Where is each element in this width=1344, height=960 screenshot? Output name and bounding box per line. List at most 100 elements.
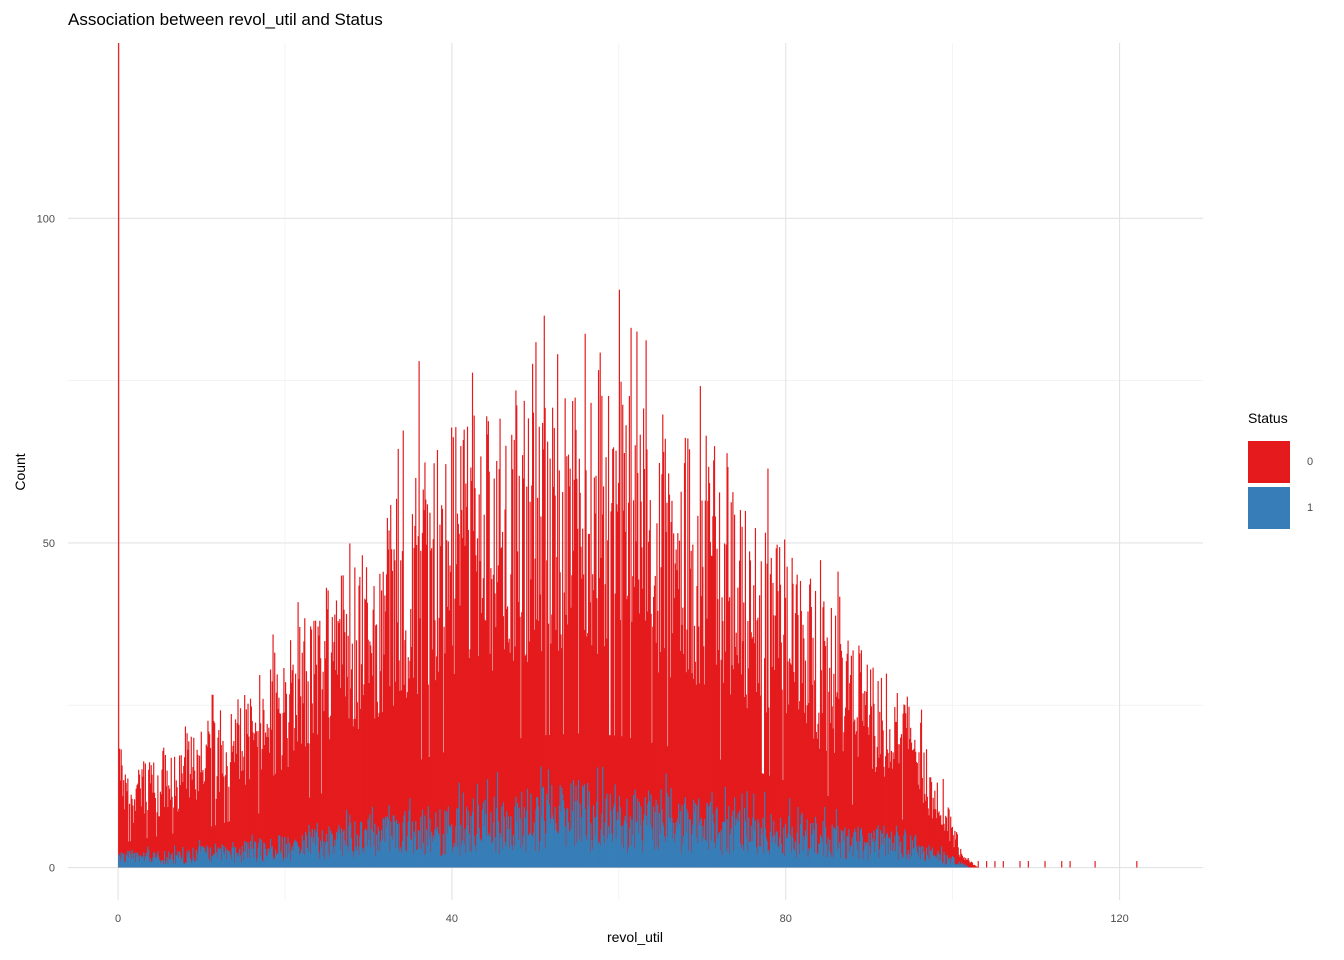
bar-status-0 (552, 407, 554, 868)
bar-status-1 (398, 823, 400, 868)
bar-status-1 (623, 820, 626, 868)
bar-status-1 (711, 792, 713, 868)
bar-status-0 (757, 617, 759, 868)
bar-status-1 (449, 826, 451, 868)
bar-status-1 (830, 856, 832, 868)
bar-status-0 (399, 690, 401, 868)
bar-status-0 (626, 599, 628, 868)
bar-status-0 (303, 641, 305, 868)
bar-status-1 (592, 805, 595, 868)
bar-status-0 (306, 743, 308, 868)
bar-status-1 (280, 851, 282, 868)
bar-status-0 (617, 511, 619, 868)
bar-status-0 (940, 824, 943, 868)
bar-status-0 (606, 638, 608, 868)
bar-status-1 (221, 844, 223, 868)
bar-status-1 (484, 799, 486, 868)
bar-status-1 (413, 831, 415, 868)
bar-status-1 (931, 847, 933, 868)
bar-status-0 (221, 773, 223, 868)
bar-status-1 (354, 821, 356, 868)
bar-status-0 (149, 783, 151, 868)
bar-status-1 (544, 848, 546, 868)
bar-status-0 (691, 673, 693, 868)
bar-status-0 (270, 729, 272, 868)
bar-status-1 (385, 826, 388, 868)
bar-status-0 (570, 607, 572, 868)
bar-status-1 (862, 859, 864, 868)
bar-status-0 (1044, 861, 1046, 868)
bar-status-1 (254, 841, 256, 868)
bar-status-1 (405, 852, 408, 868)
bar-status-1 (311, 828, 313, 868)
bar-status-1 (219, 848, 222, 868)
bar-status-0 (527, 418, 530, 868)
bar-status-0 (330, 652, 333, 868)
bar-status-0 (621, 736, 623, 868)
bar-status-0 (379, 573, 381, 868)
bar-status-0 (307, 681, 309, 868)
bar-status-1 (262, 861, 264, 868)
bar-status-1 (219, 848, 221, 868)
bar-status-0 (373, 586, 375, 868)
bar-status-1 (244, 841, 246, 868)
bar-status-1 (856, 849, 858, 868)
bar-status-0 (520, 738, 522, 868)
bar-status-0 (582, 574, 585, 868)
bar-status-1 (634, 789, 636, 868)
bar-status-0 (994, 861, 996, 868)
bar-status-0 (315, 620, 317, 868)
bar-status-0 (566, 456, 568, 868)
bar-status-0 (561, 648, 563, 868)
bar-status-1 (682, 844, 684, 868)
bar-status-1 (865, 845, 867, 868)
bar-status-0 (854, 734, 857, 868)
bar-status-0 (367, 639, 369, 868)
bar-status-1 (486, 836, 488, 868)
bar-status-0 (255, 731, 257, 868)
bar-status-1 (663, 826, 665, 868)
bar-status-1 (327, 853, 329, 868)
bar-status-1 (688, 850, 690, 868)
bar-status-1 (532, 832, 535, 868)
bar-status-0 (509, 652, 511, 868)
bar-status-0 (971, 862, 974, 868)
bar-status-1 (712, 813, 714, 868)
bar-status-0 (249, 698, 252, 868)
bar-status-0 (362, 695, 364, 868)
bar-status-0 (148, 762, 151, 868)
bar-status-0 (804, 712, 806, 868)
bar-status-1 (326, 841, 328, 868)
bar-status-1 (834, 828, 836, 868)
bar-status-0 (152, 792, 154, 868)
bar-status-1 (274, 849, 277, 868)
bar-status-0 (915, 751, 917, 868)
bar-status-0 (172, 833, 174, 868)
bar-status-1 (806, 819, 808, 868)
bar-status-1 (594, 835, 596, 868)
bar-status-1 (800, 815, 802, 868)
bar-status-1 (782, 852, 784, 868)
bar-status-1 (727, 848, 729, 868)
bar-status-1 (716, 807, 718, 868)
bar-status-1 (204, 848, 206, 868)
bar-status-0 (277, 709, 279, 868)
bar-status-0 (954, 830, 956, 868)
bar-status-1 (307, 851, 309, 868)
bar-status-0 (747, 620, 749, 868)
bar-status-0 (252, 732, 254, 868)
bar-status-1 (279, 835, 281, 868)
bar-status-1 (753, 793, 755, 868)
bar-status-0 (587, 633, 589, 868)
bar-status-1 (439, 809, 441, 868)
bar-status-1 (135, 852, 137, 868)
bar-status-0 (787, 661, 789, 868)
bar-status-0 (713, 460, 715, 868)
bar-status-0 (238, 724, 240, 868)
bar-status-0 (913, 748, 915, 868)
bar-status-0 (859, 672, 862, 868)
bar-status-1 (437, 833, 439, 868)
bar-status-1 (846, 836, 848, 868)
bar-status-1 (547, 799, 549, 868)
bar-status-0 (821, 713, 823, 868)
